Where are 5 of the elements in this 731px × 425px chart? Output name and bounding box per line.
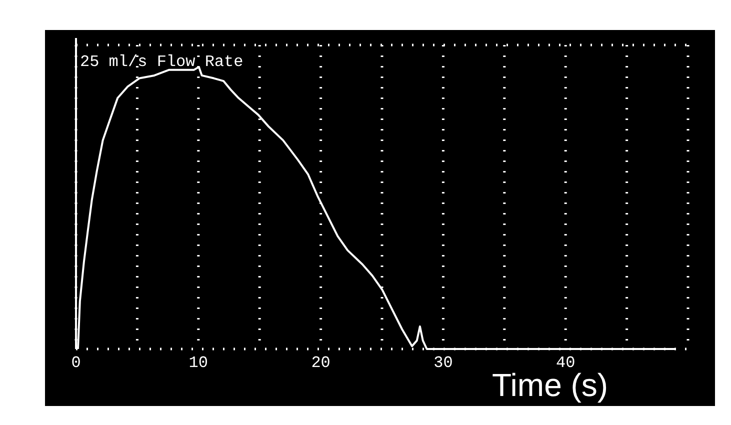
x-tick-label: 20: [311, 354, 330, 372]
x-tick-label: 10: [188, 354, 208, 372]
chart-title: 25 ml/s Flow Rate: [80, 53, 244, 71]
x-tick-label: 30: [434, 354, 453, 372]
x-tick-label: 0: [71, 354, 81, 372]
